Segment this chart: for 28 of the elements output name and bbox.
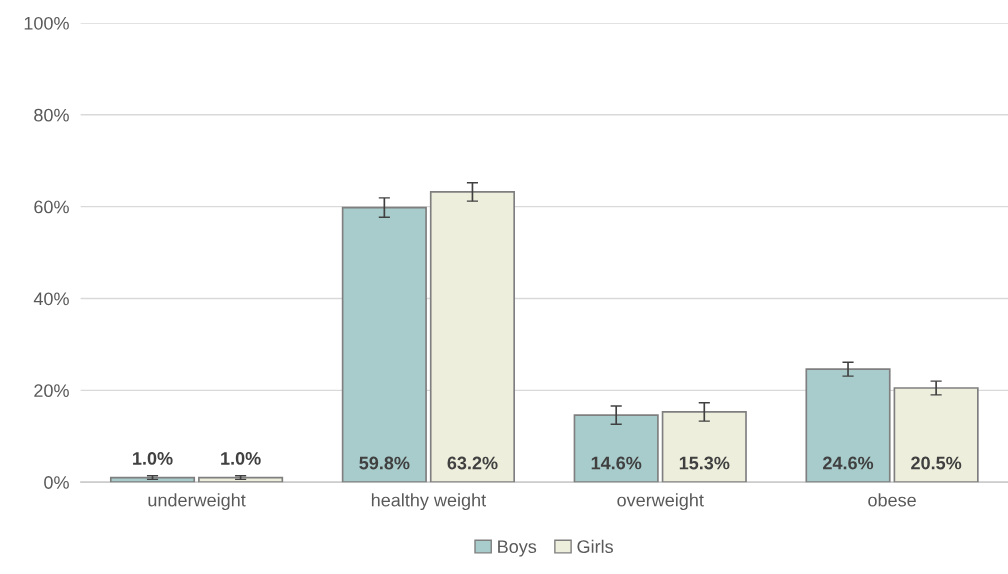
data-label: 59.8% xyxy=(359,456,410,470)
y-tick-label: 100% xyxy=(24,16,69,30)
data-label: 20.5% xyxy=(911,456,962,470)
bar xyxy=(109,476,196,483)
data-label: 1.0% xyxy=(133,452,173,465)
bar xyxy=(573,414,659,483)
legend-label: Girls xyxy=(577,539,613,553)
x-tick-label: healthy weight xyxy=(371,493,486,511)
data-label: 15.3% xyxy=(679,456,730,470)
bar xyxy=(198,476,284,483)
bar xyxy=(341,206,427,483)
legend-label: Boys xyxy=(498,540,537,557)
y-tick-label: 80% xyxy=(34,108,69,122)
y-tick-label: 40% xyxy=(33,292,69,306)
bar xyxy=(661,411,747,483)
x-tick-label: underweight xyxy=(148,493,246,511)
bar xyxy=(893,387,979,483)
bar xyxy=(805,368,891,483)
x-tick-label: obese xyxy=(868,493,916,507)
y-tick-label: 60% xyxy=(34,200,69,214)
data-label: 24.6% xyxy=(823,456,874,470)
bar xyxy=(429,191,516,483)
data-label: 1.0% xyxy=(221,452,261,465)
data-label: 14.6% xyxy=(591,456,642,470)
data-label: 63.2% xyxy=(447,456,498,470)
y-tick-label: 0% xyxy=(44,476,69,489)
x-tick-label: overweight xyxy=(617,493,704,511)
y-tick-label: 20% xyxy=(34,384,69,398)
